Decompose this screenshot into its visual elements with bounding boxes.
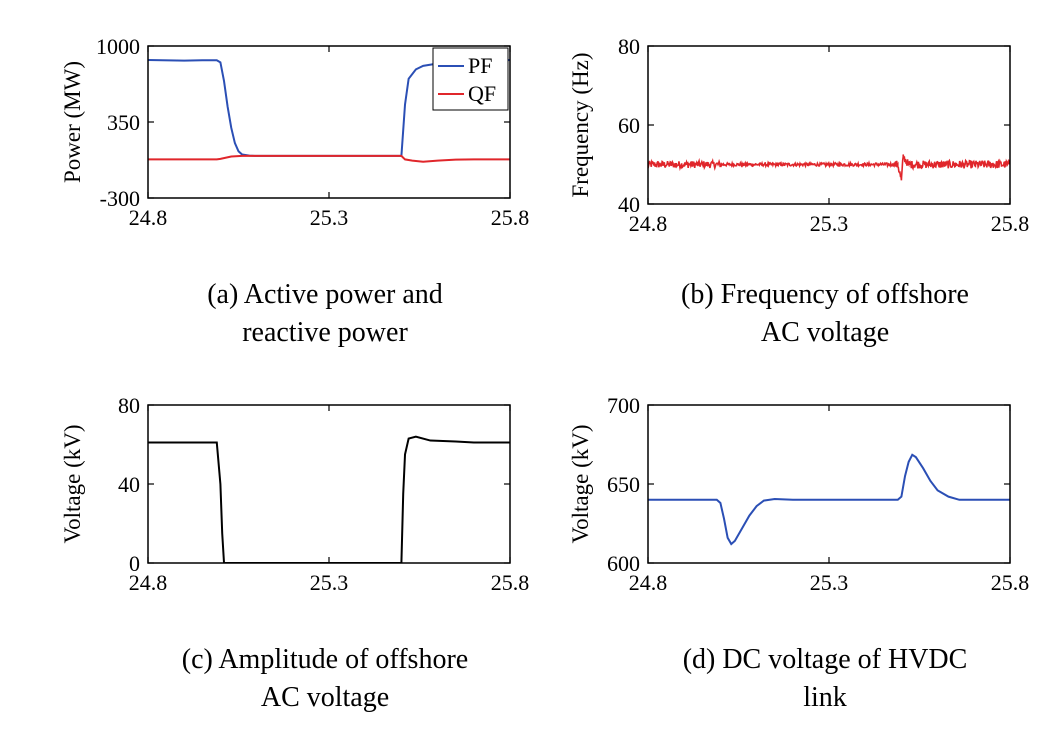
y-tick-label-c: 40 [118, 472, 140, 497]
y-tick-label-a: 350 [107, 110, 140, 135]
panel-a: 24.8 25.3 25.8 -300 350 1000 Power (MW) PF QF [60, 34, 529, 230]
caption-d-line-2: link [803, 682, 847, 713]
series-line-c-amplitude [148, 435, 510, 563]
y-tick-label-b: 80 [618, 34, 640, 59]
x-tick-label-a: 25.3 [310, 205, 349, 230]
legend-a: PF QF [432, 47, 509, 111]
y-tick-label-a: 1000 [96, 34, 140, 59]
caption-b-line-1: (b) Frequency of offshore [681, 279, 969, 310]
x-tick-label-b: 25.3 [810, 211, 849, 236]
legend-label-qf: QF [468, 81, 496, 106]
x-tick-label-c: 25.3 [310, 570, 349, 595]
y-tick-label-c: 0 [129, 551, 140, 576]
x-tick-label-a: 24.8 [129, 205, 168, 230]
series-line-d-dc-voltage [648, 453, 1010, 546]
legend-label-pf: PF [468, 53, 492, 78]
x-tick-label-d: 25.3 [810, 570, 849, 595]
y-axis-label-c: Voltage (kV) [60, 424, 85, 543]
caption-c-line-2: AC voltage [260, 682, 390, 713]
panel-b: 24.8 25.3 25.8 40 60 80 Frequency (Hz) [568, 34, 1029, 236]
panel-d: 24.8 25.3 25.8 600 650 700 Voltage (kV) [568, 393, 1029, 595]
x-tick-label-b: 24.8 [629, 211, 668, 236]
x-tick-label-d: 25.8 [991, 570, 1030, 595]
axes-frame-b [647, 45, 1011, 205]
axes-frame-d [647, 404, 1011, 564]
y-tick-label-a: -300 [100, 186, 140, 211]
caption-c-line-1: (c) Amplitude of offshore [181, 644, 469, 675]
y-axis-label-d: Voltage (kV) [568, 424, 593, 543]
y-tick-label-b: 40 [618, 192, 640, 217]
panel-c: 24.8 25.3 25.8 0 40 80 Voltage (kV) [60, 393, 529, 595]
x-tick-label-c: 25.8 [491, 570, 530, 595]
caption-b-line-2: AC voltage [760, 317, 890, 348]
x-tick-label-b: 25.8 [991, 211, 1030, 236]
y-tick-label-d: 650 [607, 472, 640, 497]
y-tick-label-d: 700 [607, 393, 640, 418]
y-tick-label-d: 600 [607, 551, 640, 576]
caption-a: (a) Active power and reactive power [130, 276, 520, 352]
series-line-a-qf [148, 154, 510, 163]
axes-frame-c [147, 404, 511, 564]
caption-b: (b) Frequency of offshore AC voltage [630, 276, 1020, 352]
y-axis-label-b: Frequency (Hz) [568, 53, 593, 198]
caption-c: (c) Amplitude of offshore AC voltage [130, 641, 520, 717]
caption-d: (d) DC voltage of HVDC link [630, 641, 1020, 717]
legend-box-a [432, 47, 509, 111]
x-tick-label-d: 24.8 [629, 570, 668, 595]
x-tick-label-a: 25.8 [491, 205, 530, 230]
y-tick-label-b: 60 [618, 113, 640, 138]
series-line-b-frequency [648, 154, 1010, 181]
caption-a-line-2: reactive power [242, 317, 408, 348]
y-axis-label-a: Power (MW) [60, 61, 85, 183]
caption-d-line-1: (d) DC voltage of HVDC [682, 644, 968, 675]
caption-a-line-1: (a) Active power and [207, 279, 443, 310]
x-tick-label-c: 24.8 [129, 570, 168, 595]
y-tick-label-c: 80 [118, 393, 140, 418]
